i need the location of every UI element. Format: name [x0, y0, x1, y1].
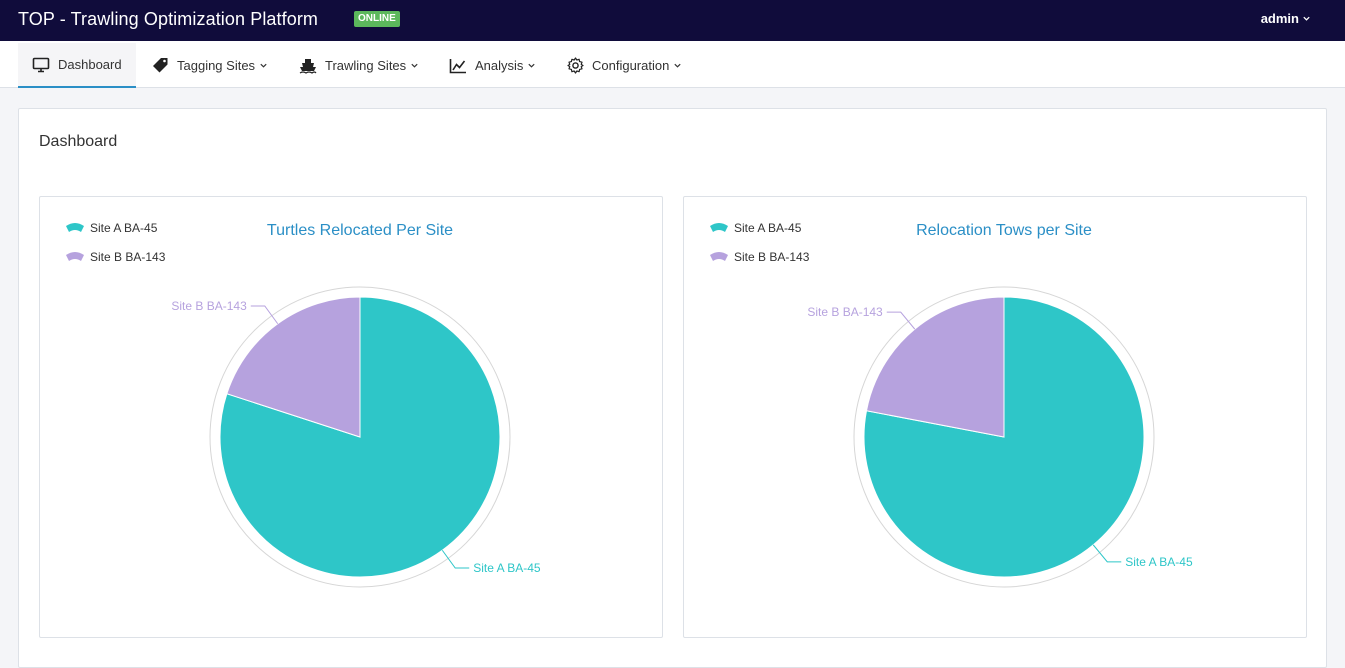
- turtles-relocated-chart-card: Turtles Relocated Per Site Site A BA-45 Si…: [39, 196, 663, 638]
- pie-label-line: [1092, 544, 1122, 563]
- nav-label: Configuration: [592, 58, 670, 73]
- legend-item-site-b-ba-143[interactable]: Site B BA-143: [710, 250, 810, 264]
- line-chart-icon: [449, 58, 467, 74]
- chevron-down-icon: [1302, 11, 1311, 26]
- monitor-icon: [32, 57, 50, 73]
- legend-swatch: [66, 223, 84, 232]
- chevron-down-icon: [259, 61, 268, 70]
- pie-label: Site A BA-45: [1125, 555, 1193, 569]
- pie-label-line: [441, 549, 470, 569]
- nav-label: Analysis: [475, 58, 524, 73]
- nav-tagging-sites[interactable]: Tagging Sites: [152, 43, 268, 88]
- top-bar: TOP - Trawling Optimization Platform ONL…: [0, 0, 1345, 41]
- legend-swatch: [66, 252, 84, 261]
- pie-label-line: [250, 305, 279, 325]
- nav-dashboard[interactable]: Dashboard: [18, 43, 136, 88]
- chart-title: Relocation Tows per Site: [916, 222, 1092, 239]
- pie-slice-site-b-ba-143[interactable]: [226, 296, 361, 438]
- relocation-tows-chart-card: Relocation Tows per Site Site A BA-45 Site…: [683, 196, 1307, 638]
- app-title: TOP - Trawling Optimization Platform: [18, 9, 319, 29]
- nav-label: Dashboard: [58, 57, 122, 72]
- relocation-tows-pie-chart: Relocation Tows per Site Site A BA-45 Site…: [710, 221, 1193, 588]
- nav-trawling-sites[interactable]: Trawling Sites: [299, 43, 419, 88]
- nav-label: Tagging Sites: [177, 58, 256, 73]
- legend-label: Site A BA-45: [734, 221, 802, 235]
- ship-icon: [299, 58, 317, 74]
- legend-item-site-b-ba-143[interactable]: Site B BA-143: [66, 250, 166, 264]
- gear-icon: [567, 57, 584, 74]
- chevron-down-icon: [673, 61, 682, 70]
- legend-label: Site B BA-143: [90, 250, 166, 264]
- tag-icon: [152, 57, 169, 74]
- chevron-down-icon: [527, 61, 536, 70]
- legend-item-site-a-ba-45[interactable]: Site A BA-45: [710, 221, 802, 235]
- nav-configuration[interactable]: Configuration: [567, 43, 682, 88]
- page-title: Dashboard: [39, 133, 118, 150]
- status-badge: ONLINE: [354, 11, 400, 27]
- main-nav: Dashboard Tagging Sites Trawling Sites A…: [0, 41, 1345, 88]
- pie-label-line: [886, 311, 916, 330]
- pie-label: Site B BA-143: [171, 299, 247, 313]
- pie-outer-ring: [853, 286, 1155, 588]
- turtles-relocated-pie-chart: Turtles Relocated Per Site Site A BA-45 Si…: [66, 221, 541, 588]
- user-menu[interactable]: admin: [1261, 11, 1311, 26]
- nav-analysis[interactable]: Analysis: [449, 43, 536, 88]
- legend-label: Site A BA-45: [90, 221, 158, 235]
- pie-label: Site A BA-45: [473, 561, 541, 575]
- legend-label: Site B BA-143: [734, 250, 810, 264]
- legend-swatch: [710, 223, 728, 232]
- chart-title: Turtles Relocated Per Site: [267, 222, 453, 239]
- pie-label: Site B BA-143: [807, 305, 883, 319]
- chevron-down-icon: [410, 61, 419, 70]
- dashboard-panel: Dashboard Turtles Relocated Per Site Site…: [18, 108, 1327, 668]
- legend-item-site-a-ba-45[interactable]: Site A BA-45: [66, 221, 158, 235]
- pie-slice-site-b-ba-143[interactable]: [865, 296, 1005, 438]
- nav-label: Trawling Sites: [325, 58, 407, 73]
- user-name: admin: [1260, 11, 1299, 26]
- legend-swatch: [710, 252, 728, 261]
- pie-outer-ring: [209, 286, 511, 588]
